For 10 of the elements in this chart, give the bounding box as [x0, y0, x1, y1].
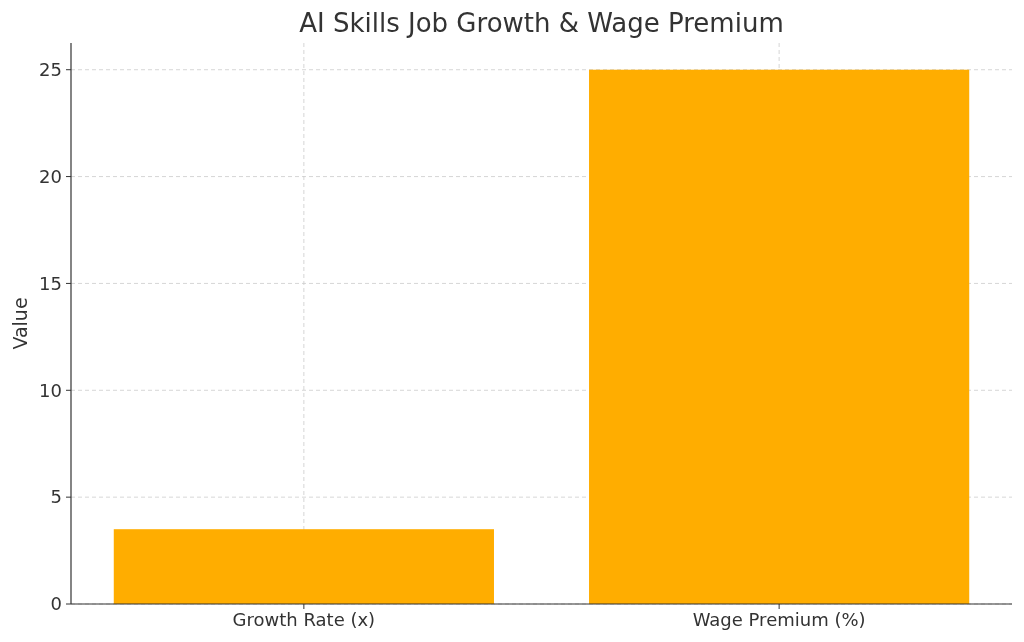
y-tick-label: 25: [39, 59, 62, 81]
y-tick-label: 20: [39, 165, 62, 187]
y-tick-label: 0: [50, 593, 62, 615]
y-axis-title: Value: [9, 297, 31, 350]
y-tick-label: 10: [39, 379, 62, 401]
y-tick-label: 15: [39, 272, 62, 294]
chart-title: AI Skills Job Growth & Wage Premium: [299, 8, 784, 38]
x-tick-label: Wage Premium (%): [692, 609, 866, 630]
x-tick-label: Growth Rate (x): [232, 609, 376, 630]
y-tick-label: 5: [50, 486, 62, 508]
